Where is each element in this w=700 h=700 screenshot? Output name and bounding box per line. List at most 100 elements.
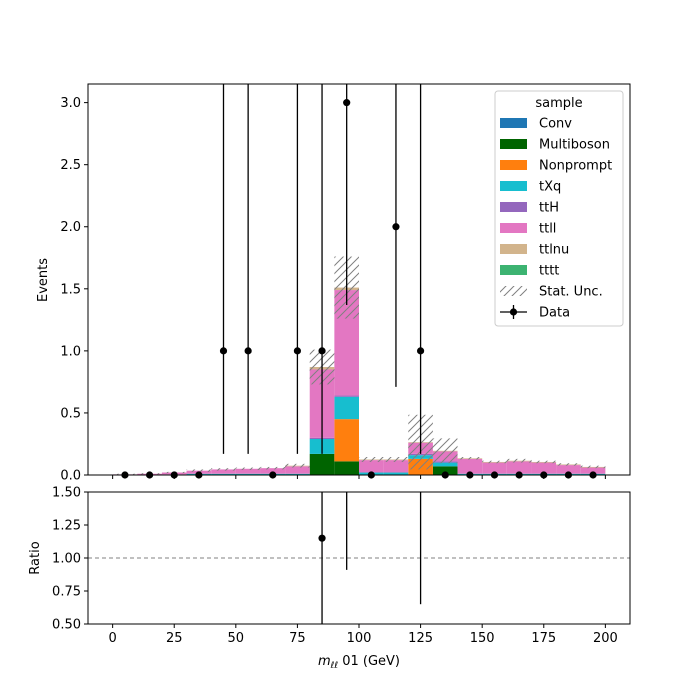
data-point-11: [392, 223, 400, 231]
main-x-ticks: [112, 475, 606, 479]
data-point-7: [293, 347, 302, 355]
bar-ttll-18: [556, 465, 581, 474]
legend-label-data: Data: [539, 306, 570, 321]
bar-txq-11: [383, 472, 409, 475]
data-point-9: [343, 99, 351, 107]
bar-txq-4: [211, 473, 236, 475]
bar-ttll-11: [383, 460, 409, 473]
bar-nonprompt-9: [334, 419, 359, 462]
ratio-y-tick-label-1: 0.75: [52, 585, 81, 600]
stat-unc-10: [359, 457, 384, 462]
ratio-x-tick-label-0: 0: [108, 631, 116, 646]
stat-unc-11: [383, 457, 409, 462]
main-y-tick-label-3: 1.5: [60, 282, 81, 297]
data-point-5: [244, 347, 252, 355]
bar-txq-7: [285, 473, 310, 475]
ratio-x-ticks: 0 25 50 75 100 125 150 175 200: [108, 624, 618, 646]
legend-label-ttll: ttll: [539, 222, 556, 237]
stat-unc-19: [580, 465, 606, 469]
bar-multiboson-9: [334, 461, 359, 475]
legend-label-conv: Conv: [539, 117, 572, 132]
stat-unc-16: [506, 458, 532, 463]
ratio-x-tick-label-5: 125: [408, 631, 433, 646]
legend: sample Conv Multiboson Nonprompt tXq ttH ttll…: [494, 90, 624, 327]
legend-label-stat-unc-: Stat. Unc.: [539, 285, 603, 300]
ratio-point-0: [318, 534, 326, 542]
bar-ttll-17: [531, 462, 557, 474]
x-axis-label-subscript: ℓℓ: [330, 661, 338, 671]
legend-swatch-txq: [500, 181, 527, 191]
bar-ttll-19: [580, 467, 606, 474]
ratio-y-tick-label-3: 1.25: [52, 519, 81, 534]
main-y-tick-label-2: 1.0: [60, 344, 81, 359]
stat-unc-5: [235, 467, 261, 471]
stat-unc-6: [260, 466, 286, 470]
bar-txq-9: [334, 396, 359, 420]
stat-unc-13: [432, 438, 458, 464]
x-axis-label-symbol: m: [318, 654, 331, 669]
bar-ttll-16: [506, 461, 532, 474]
legend-label-tth: ttH: [539, 201, 559, 216]
ratio-x-tick-label-3: 75: [289, 631, 306, 646]
data-points: [121, 84, 597, 479]
ratio-axes-frame: [87, 491, 631, 625]
x-axis-label: mℓℓ 01 (GeV): [318, 654, 400, 671]
ratio-panel: 0.50 0.75 1.00 1.25 1.50 0 25 50 75 100 125 150 175…: [28, 486, 631, 671]
ratio-y-axis-label: Ratio: [28, 541, 43, 574]
legend-swatch-data: [509, 308, 518, 316]
ratio-y-tick-label-2: 1.00: [52, 552, 81, 567]
stat-unc-4: [211, 468, 236, 471]
main-y-tick-label-5: 2.5: [60, 158, 81, 173]
legend-swatch-ttll: [500, 223, 527, 233]
ratio-x-tick-label-8: 200: [593, 631, 618, 646]
ratio-y-tick-label-4: 1.50: [52, 486, 81, 501]
legend-label-ttlnu: ttlnu: [539, 243, 569, 258]
stat-unc-17: [531, 460, 557, 464]
stat-unc-7: [285, 463, 310, 468]
ratio-x-tick-label-2: 50: [228, 631, 245, 646]
ratio-x-tick-label-6: 150: [470, 631, 495, 646]
bar-ttll-4: [211, 469, 236, 474]
main-y-tick-label-4: 2.0: [60, 220, 81, 235]
bar-tth-9: [334, 395, 359, 397]
bar-txq-13: [432, 462, 458, 467]
legend-swatch-conv: [500, 118, 527, 128]
stat-unc-18: [556, 463, 581, 466]
ratio-y-tick-label-0: 0.50: [52, 618, 81, 633]
ratio-y-ticks: 0.50 0.75 1.00 1.25 1.50: [52, 486, 88, 633]
legend-swatch-stat-unc-: [500, 286, 527, 296]
main-y-axis-label: Events: [36, 258, 51, 302]
bar-multiboson-13: [432, 466, 458, 475]
bar-ttll-15: [482, 462, 507, 474]
ratio-x-tick-label-1: 25: [166, 631, 183, 646]
legend-label-multiboson: Multiboson: [539, 138, 610, 153]
ratio-x-tick-label-4: 100: [347, 631, 372, 646]
legend-title: sample: [535, 96, 582, 111]
main-y-ticks: 0.0 0.5 1.0 1.5 2.0 2.5 3.0: [60, 96, 88, 484]
ratio-x-tick-label-7: 175: [531, 631, 556, 646]
ratio-points: [318, 492, 422, 624]
legend-swatch-nonprompt: [500, 160, 527, 170]
bar-ttll-7: [285, 466, 310, 474]
legend-swatch-ttlnu: [500, 244, 527, 254]
legend-label-tttt: tttt: [539, 264, 559, 279]
bar-ttll-6: [260, 468, 286, 474]
legend-label-txq: tXq: [539, 180, 561, 195]
legend-label-nonprompt: Nonprompt: [539, 159, 612, 174]
bar-multiboson-8: [309, 453, 335, 475]
bar-txq-5: [235, 473, 261, 475]
data-point-12: [416, 347, 425, 355]
stat-unc-3: [186, 469, 212, 472]
bar-ttll-5: [235, 468, 261, 474]
legend-swatch-multiboson: [500, 139, 527, 149]
data-point-8: [318, 347, 326, 355]
x-axis-label-unit: 01 (GeV): [338, 654, 400, 669]
main-y-tick-label-0: 0.0: [60, 469, 81, 484]
data-point-4: [219, 347, 228, 355]
main-y-tick-label-6: 3.0: [60, 96, 81, 111]
legend-swatch-tttt: [500, 265, 527, 275]
stat-unc-15: [482, 460, 507, 464]
main-panel: 0.0 0.5 1.0 1.5 2.0 2.5 3.0 Events: [36, 83, 631, 484]
bar-ttll-14: [457, 458, 483, 474]
